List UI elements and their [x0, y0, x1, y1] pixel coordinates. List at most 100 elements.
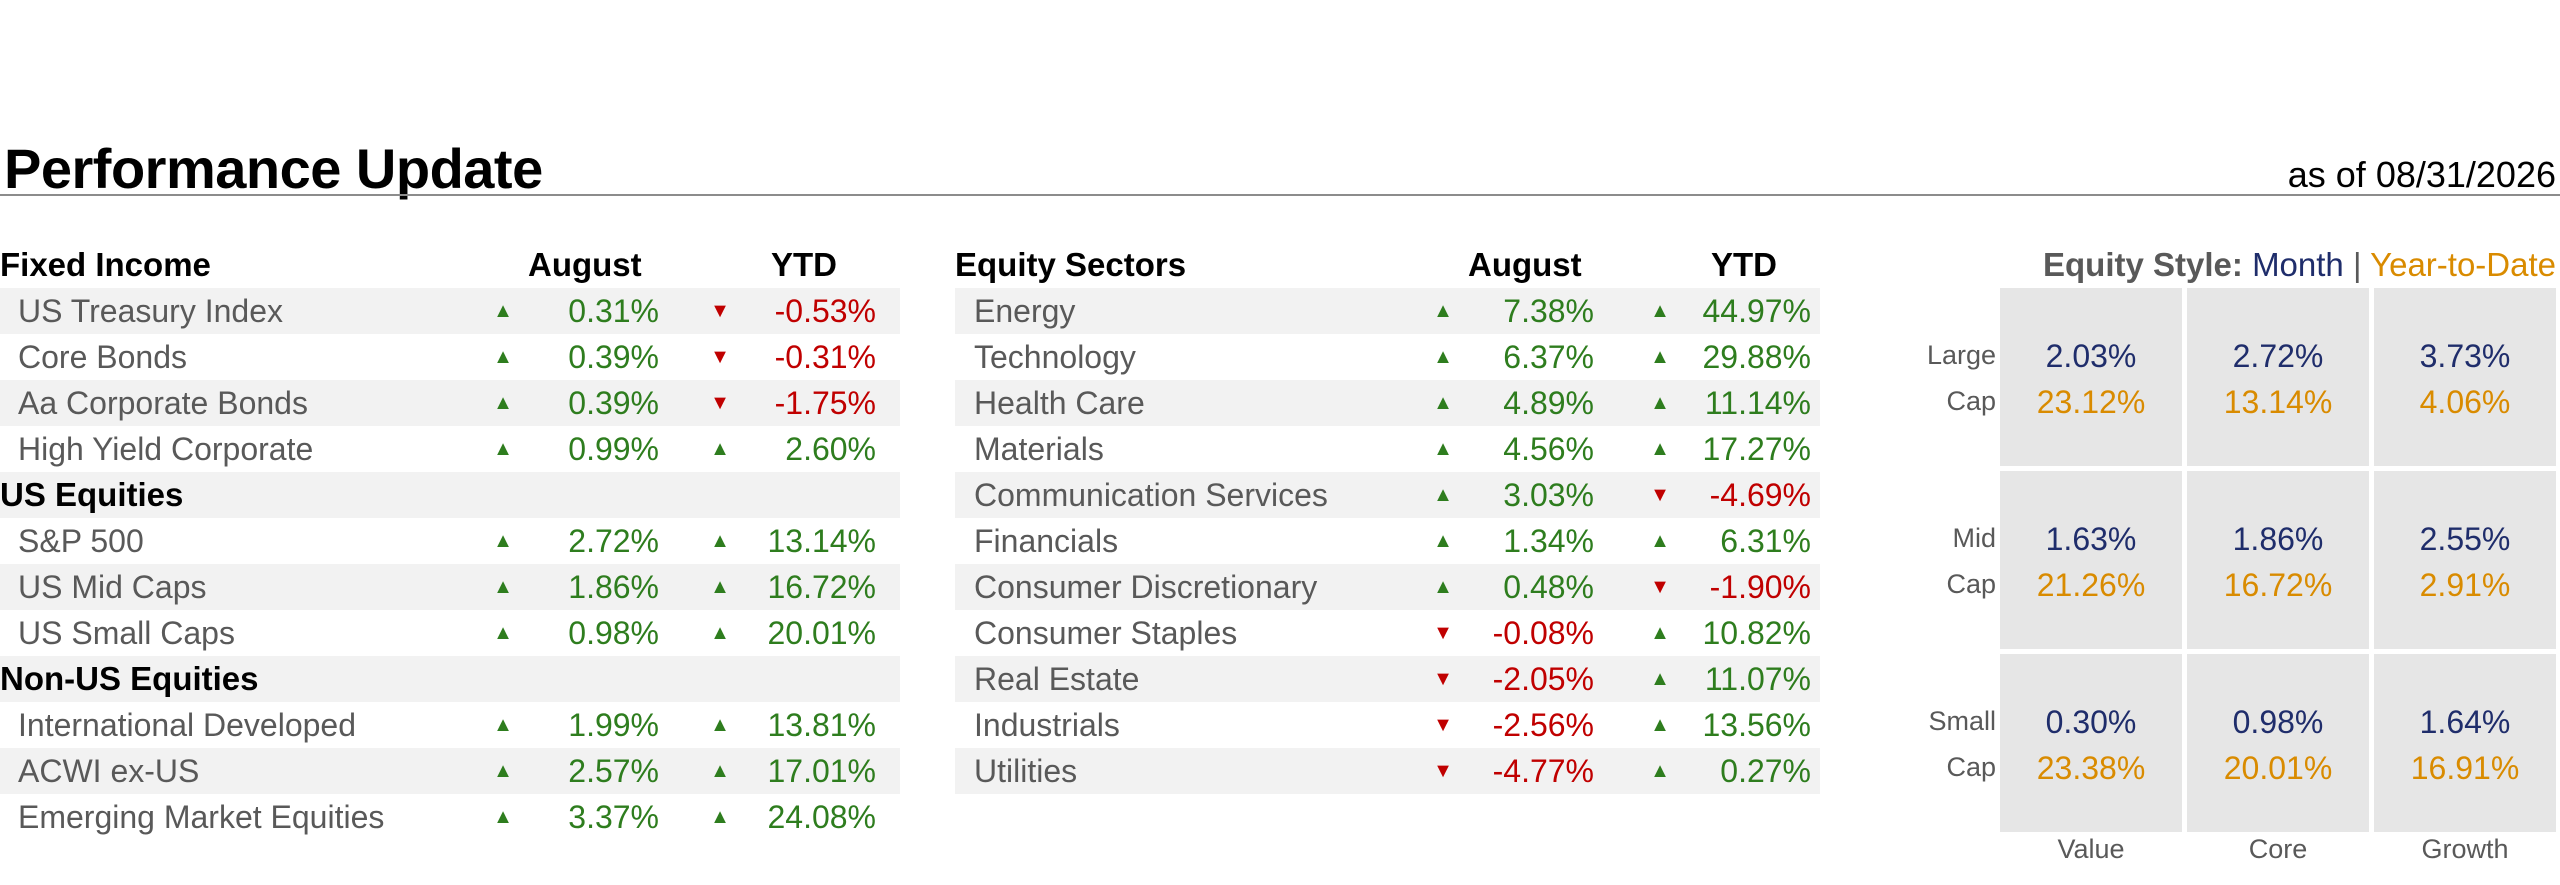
- ytd-value: 0.27%: [1720, 753, 1811, 789]
- row-label: Industrials: [974, 707, 1120, 743]
- ytd-value: 16.72%: [767, 569, 876, 605]
- table-row: Utilities ▼ -4.77% ▲ 0.27%: [955, 748, 1820, 794]
- august-value: 0.99%: [568, 431, 659, 467]
- down-arrow-icon: ▼: [710, 346, 730, 368]
- table-row: Energy ▲ 7.38% ▲ 44.97%: [955, 288, 1820, 334]
- ytd-value: 2.91%: [2419, 567, 2511, 603]
- table-row: Financials ▲ 1.34% ▲ 6.31%: [955, 518, 1820, 564]
- as-of-date: as of 08/31/2026: [2287, 154, 2556, 195]
- ytd-value: -0.53%: [774, 293, 876, 329]
- august-value: -2.56%: [1492, 707, 1594, 743]
- august-value: -4.77%: [1492, 753, 1594, 789]
- row-label: Energy: [974, 293, 1076, 329]
- equity-sectors-header-row: Equity Sectors August YTD: [955, 242, 1820, 288]
- up-arrow-icon: ▲: [710, 530, 730, 552]
- up-arrow-icon: ▲: [493, 438, 513, 460]
- section-header-row: Non-US Equities: [0, 656, 900, 702]
- up-arrow-icon: ▲: [493, 806, 513, 828]
- style-cell: 1.86% 16.72%: [2187, 471, 2369, 649]
- month-value: 2.03%: [2045, 338, 2137, 374]
- up-arrow-icon: ▲: [493, 300, 513, 322]
- ytd-value: 20.01%: [2223, 750, 2333, 786]
- row-label-cap: Cap: [1946, 386, 1996, 416]
- august-value: 1.34%: [1503, 523, 1594, 559]
- august-value: 1.86%: [568, 569, 659, 605]
- style-cell: 1.64% 16.91%: [2374, 654, 2556, 832]
- section-title: Non-US Equities: [0, 660, 259, 697]
- style-cell: 1.63% 21.26%: [2000, 471, 2182, 649]
- row-label: US Small Caps: [18, 615, 235, 651]
- style-cell: 2.55% 2.91%: [2374, 471, 2556, 649]
- table-row: Core Bonds ▲ 0.39% ▼ -0.31%: [0, 334, 900, 380]
- up-arrow-icon: ▲: [1650, 392, 1670, 414]
- up-arrow-icon: ▲: [493, 760, 513, 782]
- style-cell: 3.73% 4.06%: [2374, 288, 2556, 466]
- up-arrow-icon: ▲: [493, 346, 513, 368]
- table-row: ACWI ex-US ▲ 2.57% ▲ 17.01%: [0, 748, 900, 794]
- up-arrow-icon: ▲: [1433, 484, 1453, 506]
- ytd-value: 4.06%: [2419, 384, 2511, 420]
- up-arrow-icon: ▲: [493, 576, 513, 598]
- row-label: Financials: [974, 523, 1119, 559]
- equity-style-grid: 2.03% 23.12% 2.72% 13.14% 3.73% 4.06% 1.63% 21.…: [2000, 288, 2556, 834]
- row-label: ACWI ex-US: [18, 753, 200, 789]
- column-august: August: [1468, 246, 1582, 283]
- august-value: 6.37%: [1503, 339, 1594, 375]
- table-row: US Mid Caps ▲ 1.86% ▲ 16.72%: [0, 564, 900, 610]
- month-value: 3.73%: [2419, 338, 2511, 374]
- ytd-value: 21.26%: [2036, 567, 2146, 603]
- down-arrow-icon: ▼: [710, 392, 730, 414]
- row-label: Materials: [974, 431, 1104, 467]
- down-arrow-icon: ▼: [710, 300, 730, 322]
- up-arrow-icon: ▲: [710, 576, 730, 598]
- ytd-value: 6.31%: [1720, 523, 1811, 559]
- table-row: Industrials ▼ -2.56% ▲ 13.56%: [955, 702, 1820, 748]
- legend-year-to-date: Year-to-Date: [2370, 246, 2556, 283]
- up-arrow-icon: ▲: [493, 392, 513, 414]
- up-arrow-icon: ▲: [1650, 530, 1670, 552]
- ytd-value: 24.08%: [767, 799, 876, 835]
- row-label: Emerging Market Equities: [18, 799, 385, 835]
- month-value: 0.98%: [2232, 704, 2324, 740]
- equity-sectors-table: Equity Sectors August YTD Energy ▲ 7.38% ▲ 4…: [955, 242, 1820, 794]
- august-value: 3.37%: [568, 799, 659, 835]
- fixed-income-header-row: Fixed Income August YTD: [0, 242, 900, 288]
- up-arrow-icon: ▲: [1650, 760, 1670, 782]
- row-label: International Developed: [18, 707, 357, 743]
- up-arrow-icon: ▲: [1650, 714, 1670, 736]
- august-value: 7.38%: [1503, 293, 1594, 329]
- fixed-income-table: Fixed Income August YTD US Treasury Inde…: [0, 242, 900, 840]
- up-arrow-icon: ▲: [710, 714, 730, 736]
- up-arrow-icon: ▲: [1433, 300, 1453, 322]
- row-label-size: Small: [1928, 706, 1996, 736]
- table-row: US Treasury Index ▲ 0.31% ▼ -0.53%: [0, 288, 900, 334]
- down-arrow-icon: ▼: [1433, 668, 1453, 690]
- column-august: August: [528, 246, 642, 283]
- table-row: Materials ▲ 4.56% ▲ 17.27%: [955, 426, 1820, 472]
- equity-style-header: Equity Style: Month | Year-to-Date: [2043, 246, 2556, 284]
- month-value: 2.55%: [2419, 521, 2511, 557]
- table-row: International Developed ▲ 1.99% ▲ 13.81%: [0, 702, 900, 748]
- row-label: Utilities: [974, 753, 1078, 789]
- table-row: Health Care ▲ 4.89% ▲ 11.14%: [955, 380, 1820, 426]
- up-arrow-icon: ▲: [493, 714, 513, 736]
- ytd-value: 13.81%: [767, 707, 876, 743]
- up-arrow-icon: ▲: [1650, 346, 1670, 368]
- row-label: Consumer Discretionary: [974, 569, 1318, 605]
- row-label-size: Large: [1926, 340, 1996, 370]
- row-label: Aa Corporate Bonds: [18, 385, 308, 421]
- up-arrow-icon: ▲: [1433, 530, 1453, 552]
- ytd-value: -1.90%: [1709, 569, 1811, 605]
- august-value: -0.08%: [1492, 615, 1594, 651]
- table-row: Real Estate ▼ -2.05% ▲ 11.07%: [955, 656, 1820, 702]
- table-row: US Small Caps ▲ 0.98% ▲ 20.01%: [0, 610, 900, 656]
- row-label: Technology: [974, 339, 1136, 375]
- month-value: 0.30%: [2045, 704, 2137, 740]
- section-title: US Equities: [0, 476, 184, 513]
- header-divider: [0, 194, 2560, 196]
- august-value: 0.39%: [568, 385, 659, 421]
- down-arrow-icon: ▼: [1433, 714, 1453, 736]
- column-ytd: YTD: [771, 246, 837, 283]
- ytd-value: 44.97%: [1702, 293, 1811, 329]
- ytd-value: 10.82%: [1702, 615, 1811, 651]
